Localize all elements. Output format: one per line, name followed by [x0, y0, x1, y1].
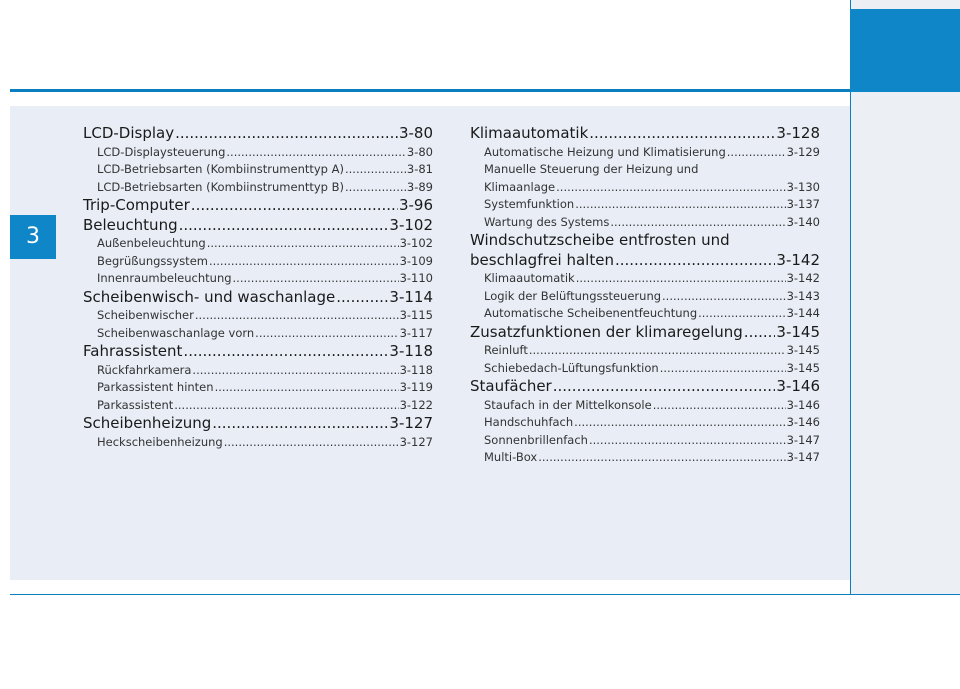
toc-subentry[interactable]: Parkassistent hinten3-119 [83, 379, 433, 397]
toc-subentry[interactable]: Logik der Belüftungssteuerung3-143 [470, 288, 820, 306]
toc-subentry[interactable]: Parkassistent3-122 [83, 397, 433, 415]
toc-left-column: LCD-Display3-80LCD-Displaysteuerung3-80L… [83, 124, 433, 451]
toc-subentry[interactable]: Klimaautomatik3-142 [470, 270, 820, 288]
toc-entry[interactable]: Trip-Computer3-96 [83, 196, 433, 216]
toc-subentry[interactable]: Systemfunktion3-137 [470, 196, 820, 214]
toc-entry[interactable]: LCD-Display3-80 [83, 124, 433, 144]
toc-subentry[interactable]: Innenraumbeleuchtung3-110 [83, 270, 433, 288]
toc-subentry[interactable]: Handschuhfach3-146 [470, 414, 820, 432]
bottom-rule [10, 594, 960, 595]
toc-subentry[interactable]: Automatische Heizung und Klimatisierung3… [470, 144, 820, 162]
toc-entry[interactable]: Staufächer3-146 [470, 377, 820, 397]
toc-entry[interactable]: Beleuchtung3-102 [83, 216, 433, 236]
chapter-tab[interactable]: 3 [10, 215, 56, 259]
toc-entry[interactable]: beschlagfrei halten3-142 [470, 251, 820, 271]
toc-subentry[interactable]: Staufach in der Mittelkonsole3-146 [470, 397, 820, 415]
toc-subentry[interactable]: LCD-Betriebsarten (Kombiinstrumenttyp B)… [83, 179, 433, 197]
toc-subentry[interactable]: Wartung des Systems3-140 [470, 214, 820, 232]
toc-subentry[interactable]: Heckscheibenheizung3-127 [83, 434, 433, 452]
toc-subentry[interactable]: LCD-Displaysteuerung3-80 [83, 144, 433, 162]
toc-entry[interactable]: Zusatzfunktionen der klimaregelung3-145 [470, 323, 820, 343]
toc-entry[interactable]: Fahrassistent3-118 [83, 342, 433, 362]
toc-subentry[interactable]: Multi-Box3-147 [470, 449, 820, 467]
toc-subentry-line[interactable]: Manuelle Steuerung der Heizung und [484, 162, 699, 176]
toc-subentry[interactable]: Klimaanlage3-130 [470, 179, 820, 197]
toc-subentry[interactable]: Automatische Scheibenentfeuchtung3-144 [470, 305, 820, 323]
toc-entry[interactable]: Scheibenwisch- und waschanlage3-114 [83, 288, 433, 308]
top-rule [10, 89, 850, 92]
toc-entry[interactable]: Klimaautomatik3-128 [470, 124, 820, 144]
toc-subentry[interactable]: Scheibenwischer3-115 [83, 307, 433, 325]
corner-block [850, 9, 960, 92]
toc-subentry[interactable]: Begrüßungssystem3-109 [83, 253, 433, 271]
side-strip [850, 0, 960, 595]
toc-subentry[interactable]: Sonnenbrillenfach3-147 [470, 432, 820, 450]
toc-subentry[interactable]: Scheibenwaschanlage vorn3-117 [83, 325, 433, 343]
toc-entry[interactable]: Scheibenheizung3-127 [83, 414, 433, 434]
toc-subentry[interactable]: LCD-Betriebsarten (Kombiinstrumenttyp A)… [83, 161, 433, 179]
toc-subentry[interactable]: Reinluft3-145 [470, 342, 820, 360]
toc-subentry[interactable]: Schiebedach-Lüftungsfunktion3-145 [470, 360, 820, 378]
toc-subentry[interactable]: Rückfahrkamera3-118 [83, 362, 433, 380]
toc-right-column: Klimaautomatik3-128 Automatische Heizung… [470, 124, 820, 467]
toc-subentry[interactable]: Außenbeleuchtung3-102 [83, 235, 433, 253]
toc-entry-line[interactable]: Windschutzscheibe entfrosten und [470, 231, 730, 249]
